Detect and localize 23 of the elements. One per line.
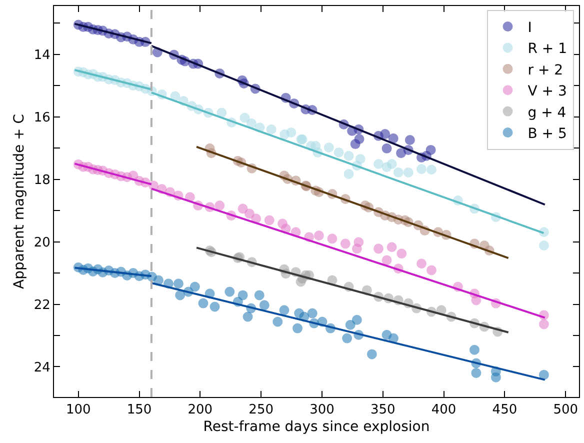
x-tick-label: 200 <box>188 402 213 418</box>
legend-label: V + 3 <box>528 84 567 100</box>
legend-label: B + 5 <box>528 126 567 142</box>
y-tick-label: 14 <box>34 48 50 63</box>
legend-label: g + 4 <box>528 104 566 121</box>
legend-label: r + 2 <box>528 62 564 78</box>
x-tick-label: 500 <box>553 402 578 418</box>
x-tick-label: 350 <box>370 402 396 418</box>
y-tick-label: 24 <box>34 360 50 376</box>
x-axis-title: Rest-frame days since explosion <box>203 418 430 435</box>
y-tick-label: 20 <box>34 235 50 250</box>
x-tick-label: 400 <box>431 402 456 418</box>
y-tick-label: 18 <box>34 172 50 188</box>
legend-label: R + 1 <box>528 41 568 58</box>
x-tick-label: 150 <box>126 402 152 418</box>
legend-label: I <box>528 20 532 36</box>
y-tick-label: 22 <box>34 298 50 313</box>
x-tick-label: 100 <box>66 402 91 418</box>
x-tick-label: 250 <box>248 402 274 418</box>
x-tick-label: 300 <box>310 402 334 418</box>
y-axis-title: Apparent magnitude + C <box>11 114 28 289</box>
x-tick-label: 450 <box>492 402 518 418</box>
y-tick-label: 16 <box>34 110 50 126</box>
